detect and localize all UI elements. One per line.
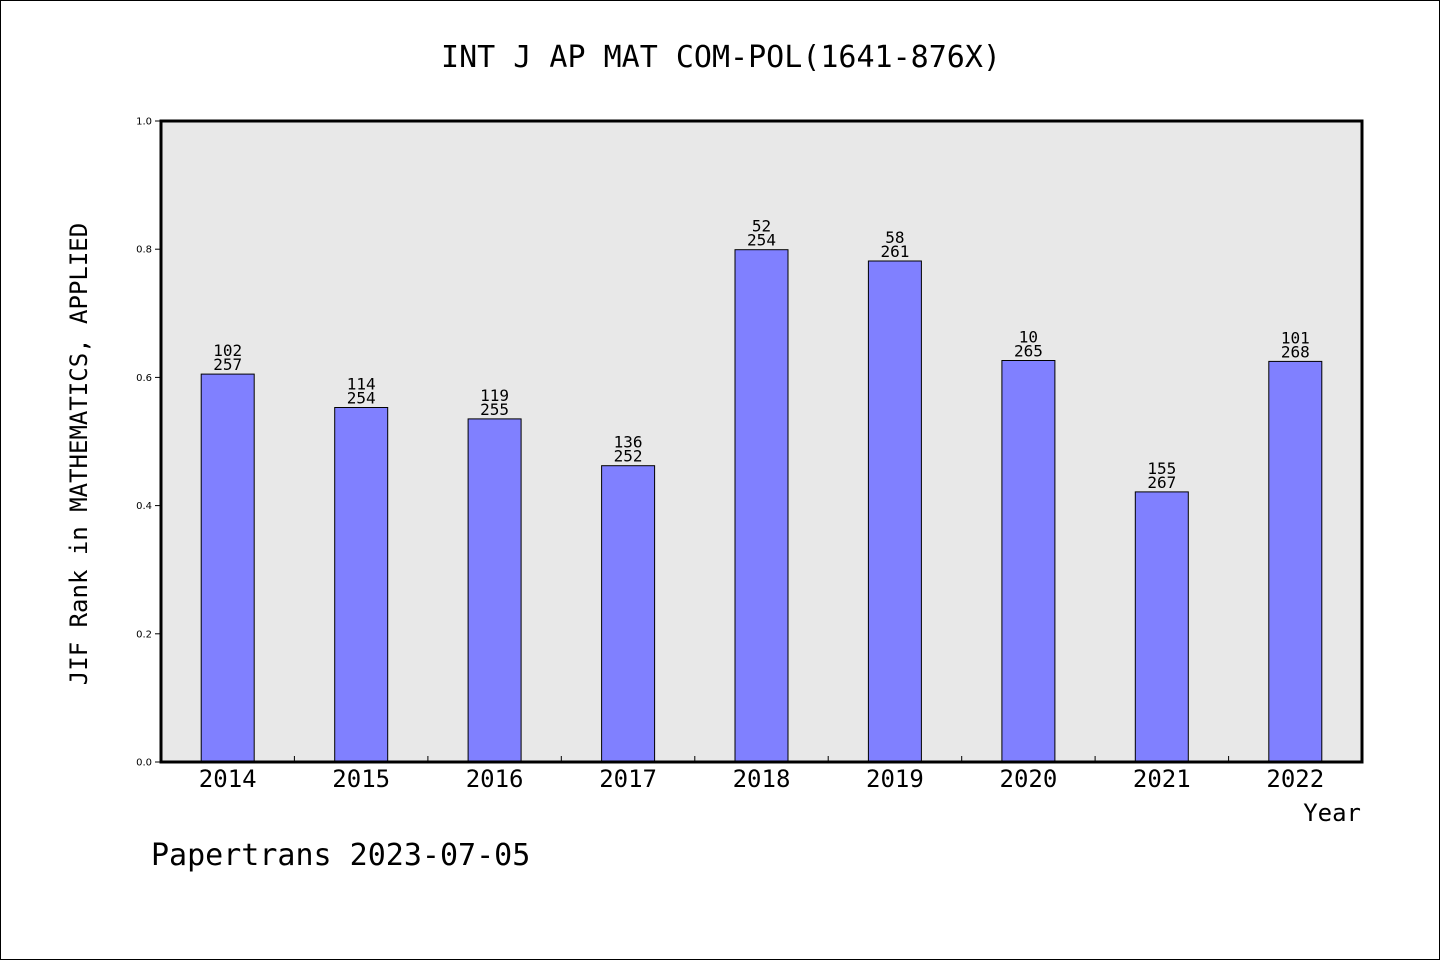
bar-2015 <box>334 407 389 763</box>
bar-2022 <box>1268 360 1323 763</box>
footer-credit: Papertrans 2023-07-05 <box>151 838 530 873</box>
bar-total-label: 257 <box>213 355 242 374</box>
x-tick-label: 2017 <box>599 765 657 793</box>
bar-rank-label: 119 <box>480 386 509 405</box>
bar-2017 <box>601 465 656 763</box>
bar-rank-label: 101 <box>1281 328 1310 347</box>
chart-title: INT J AP MAT COM-POL(1641-876X) <box>441 40 1001 75</box>
x-tick-label: 2015 <box>332 765 390 793</box>
bar-total-label: 268 <box>1281 342 1310 361</box>
plot-border <box>159 119 1364 764</box>
bar-rank-label: 136 <box>614 433 643 452</box>
x-tick-label: 2022 <box>1266 765 1324 793</box>
bar-total-label: 254 <box>747 231 776 250</box>
bar-rank-label: 114 <box>347 375 376 394</box>
x-tick-label: 2016 <box>466 765 524 793</box>
bar-rank-label: 58 <box>885 228 904 247</box>
bar-rank-label: 155 <box>1147 459 1176 478</box>
y-axis: 0.0 0.2 0.4 0.6 0.8 1.0 <box>136 117 161 769</box>
bar-2018 <box>734 249 789 763</box>
bar-2020 <box>1001 360 1056 763</box>
x-tick-label: 2014 <box>199 765 257 793</box>
bars-layer <box>200 249 1323 763</box>
bar-total-label: 252 <box>614 447 643 466</box>
bar-2021 <box>1134 491 1189 763</box>
x-tick-label: 2021 <box>1133 765 1191 793</box>
bar-2016 <box>467 418 522 763</box>
bar-rank-label: 102 <box>213 341 242 360</box>
bar-rank-label: 10 <box>1019 328 1038 347</box>
y-tick-label: 0.4 <box>136 501 152 512</box>
bar-rank-label: 52 <box>752 217 771 236</box>
bar-total-label: 261 <box>880 242 909 261</box>
x-tick-label: 2020 <box>1000 765 1058 793</box>
x-tick-label: 2018 <box>733 765 791 793</box>
bar-total-label: 267 <box>1147 473 1176 492</box>
y-tick-label: 0.6 <box>136 373 152 384</box>
bar-total-label: 254 <box>347 389 376 408</box>
bar-total-label: 265 <box>1014 342 1043 361</box>
y-tick-label: 0.0 <box>136 758 152 769</box>
y-tick-label: 0.2 <box>136 629 152 640</box>
x-axis-label: Year <box>1303 799 1361 827</box>
bar-total-label: 255 <box>480 400 509 419</box>
y-tick-label: 1.0 <box>136 117 152 128</box>
x-axis: 2014 2015 2016 2017 2018 2019 2020 2021 2022 <box>199 756 1324 793</box>
bar-2014 <box>200 373 255 763</box>
x-tick-label: 2019 <box>866 765 924 793</box>
bar-2019 <box>867 260 922 763</box>
y-axis-label: JIF Rank in MATHEMATICS, APPLIED <box>65 223 93 685</box>
y-tick-label: 0.8 <box>136 245 152 256</box>
